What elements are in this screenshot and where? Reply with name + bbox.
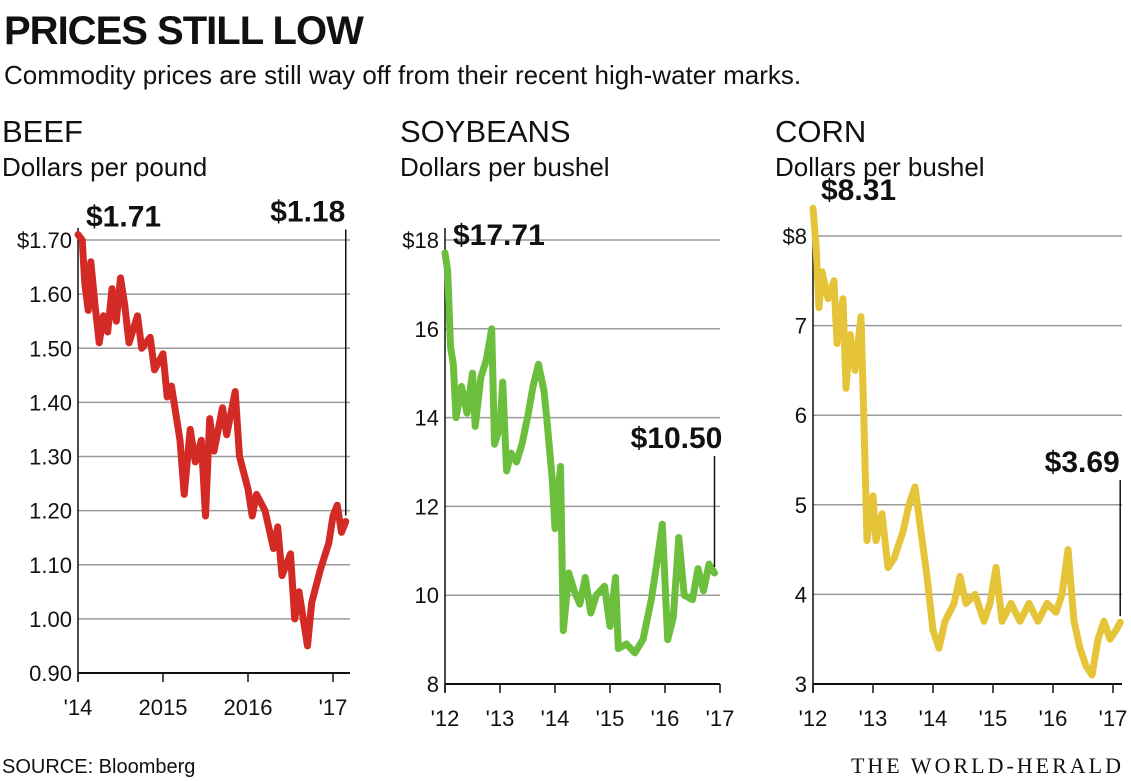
panel-title: BEEF: [2, 114, 83, 149]
x-tick-label: '13: [859, 706, 888, 731]
x-tick-label: '15: [979, 706, 1008, 731]
y-tick-label: 12: [415, 494, 439, 519]
y-tick-label: 1.30: [29, 445, 72, 470]
annotation: $17.71: [453, 219, 545, 252]
x-tick-label: '17: [1099, 706, 1128, 731]
y-tick-label: $8: [783, 224, 807, 249]
annotation: $1.18: [270, 195, 345, 228]
y-tick-label: 4: [795, 582, 807, 607]
y-tick-label: 1.50: [29, 336, 72, 361]
y-tick-label: 10: [415, 583, 439, 608]
annotation: $1.71: [86, 201, 161, 234]
x-tick-label: '12: [431, 706, 460, 731]
source: SOURCE: Bloomberg: [2, 756, 195, 778]
y-tick-label: 5: [795, 493, 807, 518]
y-tick-label: 1.60: [29, 282, 72, 307]
y-tick-label: 1.40: [29, 390, 72, 415]
panel-title: CORN: [775, 114, 866, 149]
panel-subtitle: Dollars per bushel: [775, 152, 985, 182]
x-tick-label: '16: [651, 706, 680, 731]
panel-title: SOYBEANS: [400, 114, 571, 149]
panel-subtitle: Dollars per pound: [2, 152, 207, 182]
y-tick-label: 1.00: [29, 607, 72, 632]
annotation: $3.69: [1045, 446, 1120, 479]
annotation: $8.31: [821, 174, 896, 207]
annotation: $10.50: [631, 422, 723, 455]
x-tick-label: '13: [486, 706, 515, 731]
title: PRICES STILL LOW: [4, 9, 364, 53]
x-tick-label: '12: [799, 706, 828, 731]
x-tick-label: 2016: [224, 695, 273, 720]
x-tick-label: '17: [319, 695, 348, 720]
price-line: [74, 231, 350, 650]
y-tick-label: 14: [415, 406, 439, 431]
x-tick-label: '15: [596, 706, 625, 731]
y-tick-label: 6: [795, 403, 807, 428]
x-tick-label: '14: [919, 706, 948, 731]
price-line: [809, 204, 1124, 679]
x-tick-label: '14: [64, 695, 93, 720]
y-tick-label: $18: [402, 228, 439, 253]
subtitle: Commodity prices are still way off from …: [4, 60, 801, 90]
y-tick-label: 3: [795, 672, 807, 697]
y-tick-label: $1.70: [17, 228, 72, 253]
y-tick-label: 8: [427, 672, 439, 697]
panel-subtitle: Dollars per bushel: [400, 152, 610, 182]
price-line: [441, 249, 718, 657]
y-tick-label: 1.10: [29, 553, 72, 578]
x-tick-label: 2015: [139, 695, 188, 720]
y-tick-label: 7: [795, 314, 807, 339]
x-tick-label: '17: [706, 706, 735, 731]
x-tick-label: '16: [1039, 706, 1068, 731]
y-tick-label: 0.90: [29, 661, 72, 686]
y-tick-label: 1.20: [29, 499, 72, 524]
y-tick-label: 16: [415, 317, 439, 342]
x-tick-label: '14: [541, 706, 570, 731]
credit: THE WORLD-HERALD: [851, 753, 1124, 778]
